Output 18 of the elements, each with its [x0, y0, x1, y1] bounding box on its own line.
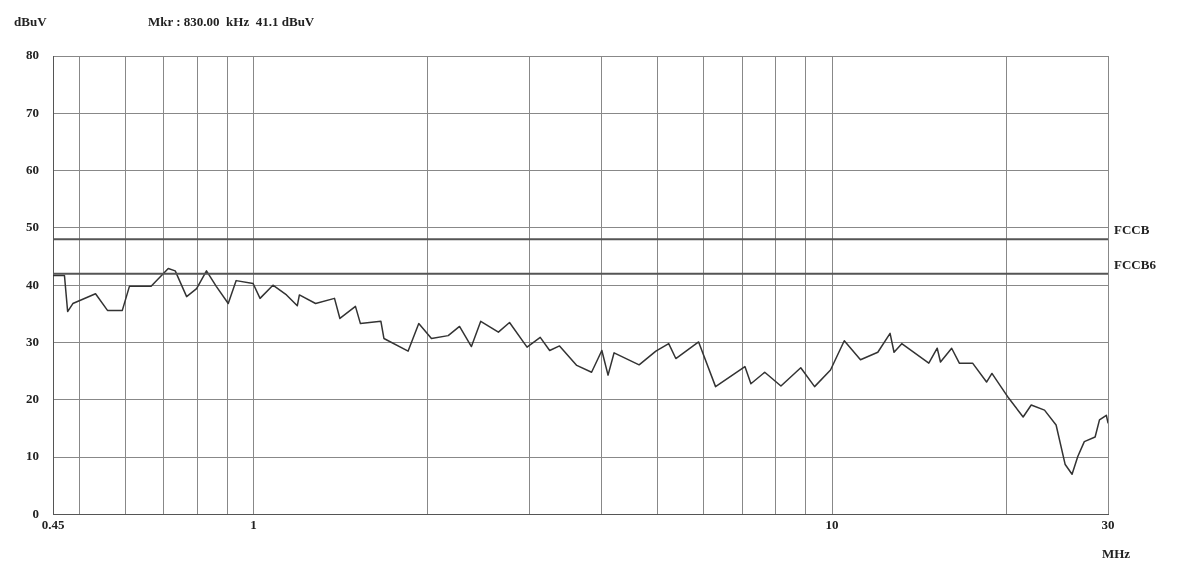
x-axis-title: MHz [1101, 546, 1131, 562]
y-tick-label: 10 [26, 448, 39, 464]
x-tick-label: 0.45 [41, 516, 65, 532]
ref-line-label: FCCB6 [1114, 256, 1157, 272]
y-tick-label: 60 [26, 161, 39, 177]
y-tick-label: 40 [26, 276, 39, 292]
x-tick-label: 1 [250, 516, 257, 532]
y-axis-title: dBuV [14, 14, 48, 29]
y-tick-label: 30 [26, 333, 39, 349]
y-tick-label: 80 [26, 47, 39, 63]
ref-line-label: FCCB [1114, 222, 1150, 238]
y-tick-label: 0 [32, 505, 39, 521]
y-tick-label: 20 [26, 391, 39, 407]
y-tick-label: 70 [26, 104, 39, 120]
text: Mkr : 830.00 kHz 41.1 dBuV [148, 14, 315, 29]
y-tick-label: 50 [26, 219, 39, 235]
x-tick-label: 10 [825, 516, 839, 532]
x-tick-label: 30 [1101, 516, 1115, 532]
